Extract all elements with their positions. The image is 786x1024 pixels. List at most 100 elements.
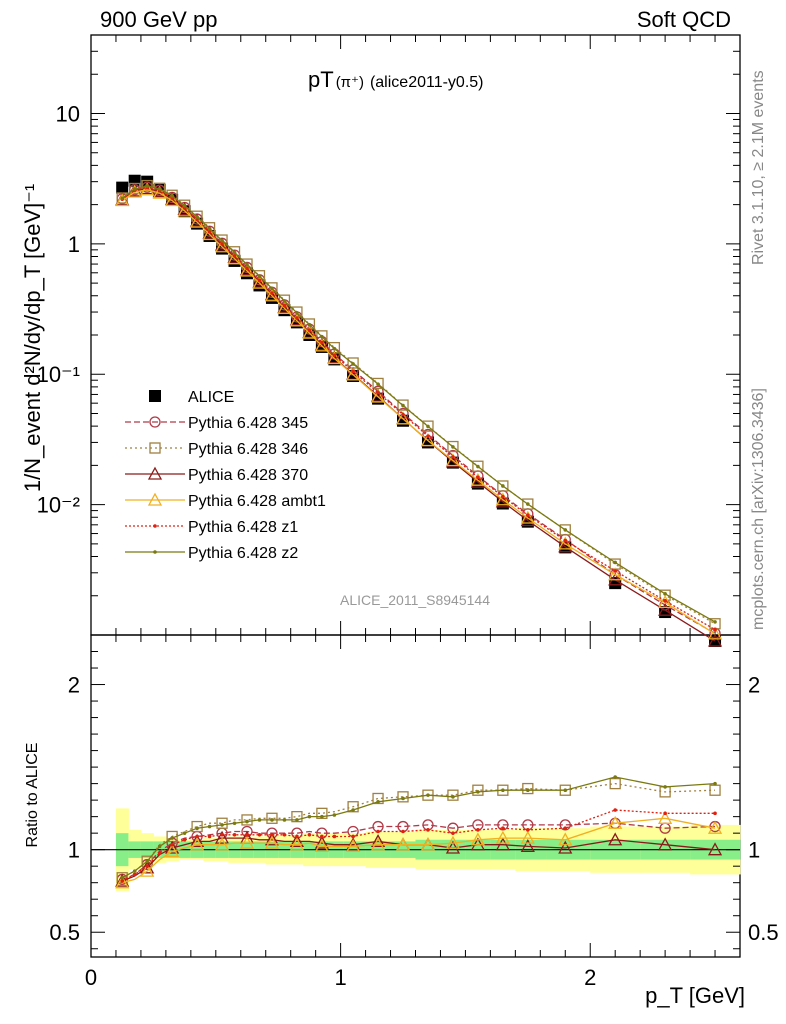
series-5-ratio-point bbox=[295, 834, 299, 839]
plot-title: pT (π⁺) (alice2011-y0.5) bbox=[308, 67, 484, 92]
series-6-ratio-point bbox=[307, 814, 312, 819]
ratio-y-tick-label-right: 2 bbox=[748, 673, 760, 698]
series-5-point bbox=[563, 538, 568, 543]
series-6-ratio-point bbox=[145, 859, 149, 864]
legend-marker bbox=[149, 390, 161, 402]
series-4-ratio-point bbox=[140, 863, 155, 877]
main-y-axis: 10⁻² 10⁻¹ 1 10 bbox=[37, 34, 741, 636]
series-6-point bbox=[713, 620, 717, 624]
series-6-point bbox=[307, 322, 312, 327]
x-tick-label: 0 bbox=[85, 965, 97, 990]
series-2-point bbox=[141, 179, 153, 192]
legend: ALICE Pythia 6.428 345 Pythia 6.428 346 Pyt… bbox=[125, 389, 326, 562]
series-2-ratio-point bbox=[397, 791, 409, 803]
x-tick-label: 1 bbox=[334, 965, 346, 990]
series-4-ratio-point bbox=[370, 837, 386, 851]
y-tick-label: 10⁻¹ bbox=[37, 362, 80, 387]
series-3-ratio-point bbox=[140, 860, 155, 874]
series-5-ratio-point bbox=[563, 826, 568, 830]
series-5-point bbox=[476, 475, 480, 480]
series-5-ratio-point bbox=[476, 828, 480, 832]
series-4-ratio-point bbox=[346, 839, 361, 853]
series-6-ratio-point bbox=[332, 813, 337, 817]
series-6-ratio-point bbox=[132, 869, 137, 873]
series-6-ratio-point bbox=[351, 808, 355, 812]
legend-label: Pythia 6.428 345 bbox=[188, 415, 308, 432]
series-4-ratio-line bbox=[122, 817, 716, 884]
series-3-point bbox=[470, 474, 485, 488]
ratio-y-tick-label-right: 0.5 bbox=[748, 920, 779, 945]
series-4-point bbox=[420, 433, 436, 447]
series-6-point bbox=[220, 238, 224, 243]
series-3-ratio-point bbox=[314, 835, 329, 849]
series-6-ratio-point bbox=[401, 796, 405, 801]
series-2-point bbox=[497, 480, 509, 492]
series-5-ratio-point bbox=[170, 842, 174, 847]
series-4-ratio-point bbox=[608, 815, 623, 829]
legend-label: Pythia 6.428 z1 bbox=[188, 519, 298, 536]
series-5-point bbox=[526, 513, 530, 517]
series-3-ratio-point bbox=[264, 832, 280, 846]
rivet-label: Rivet 3.1.10, ≥ 2.1M events bbox=[750, 70, 767, 265]
series-4-ratio-point bbox=[395, 837, 411, 851]
series-6-ratio-point bbox=[120, 875, 125, 880]
analysis-id: ALICE_2011_S8945144 bbox=[340, 592, 490, 608]
series-4-point bbox=[558, 536, 573, 550]
series-6-point bbox=[132, 187, 137, 191]
series-5-point bbox=[232, 254, 237, 258]
series-4-ratio-point bbox=[314, 839, 329, 853]
series-4-ratio-point bbox=[470, 832, 485, 846]
series-6-ratio-point bbox=[157, 844, 162, 849]
series-2-ratio-point bbox=[216, 817, 228, 829]
legend-label: ALICE bbox=[188, 389, 234, 406]
series-6-line bbox=[121, 185, 716, 623]
series-3-ratio-point bbox=[115, 873, 130, 887]
series-6-point bbox=[207, 226, 212, 231]
header-left: 900 GeV pp bbox=[100, 7, 217, 32]
series-2-point bbox=[559, 524, 571, 536]
series-5-ratio-point bbox=[426, 828, 430, 832]
series-6-ratio-point bbox=[320, 814, 324, 819]
series-1-ratio-line bbox=[121, 822, 716, 881]
series-2-ratio-point bbox=[241, 814, 253, 826]
series-5-ratio-point bbox=[376, 829, 380, 834]
series-5-ratio-point bbox=[713, 811, 717, 816]
series-2-point bbox=[372, 377, 384, 390]
series-5-ratio-point bbox=[663, 811, 667, 816]
series-6-ratio-point bbox=[220, 823, 224, 827]
series-5-point bbox=[376, 391, 380, 395]
ratio-y-tick-label-left: 1 bbox=[68, 838, 80, 863]
series-5-ratio-point bbox=[451, 831, 455, 835]
series-4-ratio-point bbox=[495, 830, 510, 844]
series-4-ratio-point bbox=[420, 837, 436, 851]
x-tick-label: 2 bbox=[584, 965, 596, 990]
series-5-point bbox=[613, 569, 617, 573]
series-6-ratio-point bbox=[270, 818, 274, 822]
series-4-point bbox=[707, 626, 723, 640]
series-6-point bbox=[501, 484, 505, 488]
series-5-ratio-point bbox=[270, 833, 274, 837]
series-5-point bbox=[351, 369, 355, 374]
series-6-point bbox=[663, 592, 667, 596]
series-3-ratio-point bbox=[370, 834, 386, 848]
series-6-ratio-point bbox=[282, 818, 287, 822]
legend-label: Pythia 6.428 370 bbox=[188, 467, 308, 484]
series-6-point bbox=[401, 403, 405, 408]
series-6-point bbox=[195, 215, 199, 219]
series-6-point bbox=[426, 424, 430, 429]
series-4-ratio-point bbox=[264, 835, 280, 849]
series-6-ratio-point bbox=[663, 785, 667, 789]
series-5-point bbox=[426, 434, 430, 438]
series-5-ratio-point bbox=[501, 826, 505, 830]
series-4-line bbox=[121, 189, 716, 635]
legend-marker bbox=[149, 416, 161, 428]
series-5-point bbox=[663, 598, 667, 603]
series-4-ratio-point bbox=[214, 837, 230, 851]
series-4-ratio-point bbox=[165, 843, 180, 857]
series-3-ratio-point bbox=[165, 840, 180, 854]
series-6-point bbox=[563, 528, 568, 532]
series-6-point bbox=[282, 299, 287, 303]
series-6-ratio-point bbox=[245, 819, 249, 824]
plot-title-particle: (π⁺) bbox=[336, 74, 364, 91]
series-6-point bbox=[351, 362, 355, 366]
